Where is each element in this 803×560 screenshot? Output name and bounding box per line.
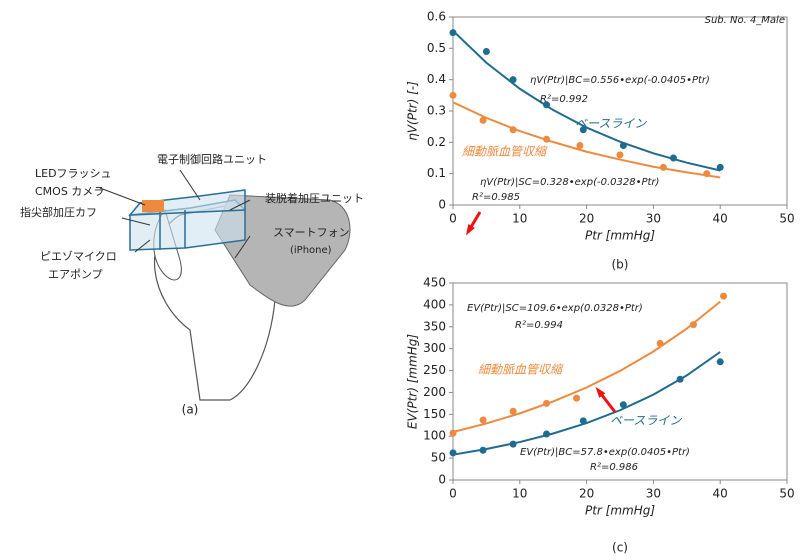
data-point [617, 151, 624, 158]
x-tick-label: 40 [713, 212, 728, 226]
y-tick-label: 350 [423, 319, 446, 333]
y-tick-label: 0.3 [427, 104, 446, 118]
y-tick-label: 250 [423, 363, 446, 377]
data-point [450, 449, 457, 456]
data-point [576, 142, 583, 149]
caption: (c) [612, 541, 628, 555]
y-axis-label: EV(Ptr) [mmHg] [406, 334, 420, 430]
diagram-label: 装脱着加圧ユニット [265, 191, 364, 205]
data-point [573, 395, 580, 402]
data-point [480, 417, 487, 424]
x-tick-label: 20 [579, 212, 594, 226]
diagram: LEDフラッシュ CMOS カメラ 電子制御回路ユニット 装脱着加圧ユニット 指… [20, 152, 364, 417]
annotation: ベースライン [610, 414, 682, 428]
y-tick-label: 0 [438, 473, 446, 487]
led [142, 200, 164, 212]
x-tick-label: 0 [449, 212, 457, 226]
diagram-label: エアポンプ [48, 268, 103, 281]
x-tick-label: 30 [646, 487, 661, 501]
diagram-label: 電子制御回路ユニット [157, 152, 267, 166]
figure: LEDフラッシュ CMOS カメラ 電子制御回路ユニット 装脱着加圧ユニット 指… [0, 0, 803, 560]
diagram-label: CMOS カメラ [35, 185, 104, 198]
y-tick-label: 450 [423, 276, 446, 290]
annotation: ベースライン [575, 117, 647, 131]
y-tick-label: 0.4 [427, 72, 446, 86]
annotation: EV(Ptr)|SC=109.6•exp(0.0328•Ptr) [467, 303, 643, 314]
annotation: R²=0.994 [515, 320, 563, 331]
annotation: R²=0.986 [590, 462, 638, 473]
x-tick-label: 30 [646, 212, 661, 226]
diagram-label: スマートフォン [273, 226, 350, 239]
y-tick-label: 50 [431, 451, 446, 465]
chart: 0 0.1 0.2 0.3 0.4 0.5 0.6 0 10 20 30 40 50 Ptr [mmHg]… [406, 10, 795, 272]
x-tick-label: 10 [512, 212, 527, 226]
y-tick-label: 200 [423, 385, 446, 399]
x-tick-label: 40 [713, 487, 728, 501]
y-tick-label: 400 [423, 297, 446, 311]
device [130, 190, 245, 250]
y-axis-label: ηV(Ptr) [-] [406, 81, 420, 141]
data-point [483, 48, 490, 55]
y-tick-label: 0.6 [427, 10, 446, 24]
annotation: 細動脈血管収縮 [462, 145, 548, 159]
y-tick-label: 100 [423, 429, 446, 443]
annotation: R²=0.992 [540, 94, 588, 105]
x-tick-label: 50 [779, 212, 794, 226]
x-axis-label: Ptr [mmHg] [585, 229, 655, 243]
x-tick-label: 20 [579, 487, 594, 501]
arrow-head [466, 224, 475, 235]
annotation: ηV(Ptr)|SC=0.328•exp(-0.0328•Ptr) [480, 177, 659, 188]
diagram-label: LEDフラッシュ [35, 167, 112, 180]
y-tick-label: 150 [423, 407, 446, 421]
y-tick-label: 0.1 [427, 166, 446, 180]
data-point [450, 92, 457, 99]
annotation: 細動脈血管収縮 [478, 363, 564, 377]
fit-line [453, 102, 720, 177]
x-tick-label: 50 [779, 487, 794, 501]
chart: 0 50 100 150 200 250 300 350 400 450 0 10 20 30 40 50 Pt… [406, 276, 795, 555]
x-tick-label: 10 [512, 487, 527, 501]
annotation: ηV(Ptr)|BC=0.556•exp(-0.0405•Ptr) [530, 75, 710, 86]
diagram-label: ピエゾマイクロ [40, 250, 117, 263]
annotation: EV(Ptr)|BC=57.8•exp(0.0405•Ptr) [520, 447, 690, 458]
caption: (b) [612, 258, 629, 272]
x-axis-label: Ptr [mmHg] [585, 504, 655, 518]
y-tick-label: 300 [423, 341, 446, 355]
y-tick-label: 0.5 [427, 41, 446, 55]
caption: (a) [182, 403, 199, 417]
diagram-label: 指尖部加圧カフ [20, 205, 97, 219]
data-point [720, 293, 727, 300]
y-tick-label: 0.2 [427, 135, 446, 149]
diagram-label: (iPhone) [290, 245, 332, 256]
x-tick-label: 0 [449, 487, 457, 501]
annotation: R²=0.985 [472, 192, 520, 203]
y-tick-label: 0 [438, 198, 446, 212]
data-point [717, 358, 724, 365]
annotation: Sub. No. 4_Male [705, 15, 785, 26]
